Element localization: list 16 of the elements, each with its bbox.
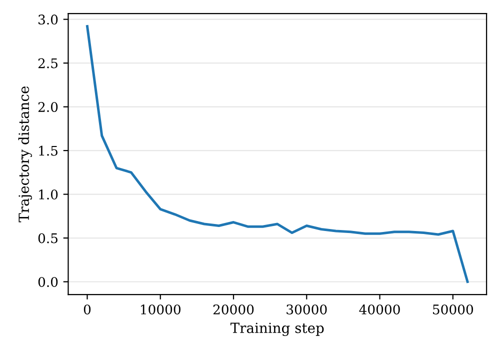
x-tick-label: 40000 — [359, 304, 400, 314]
x-tick-label: 20000 — [213, 304, 254, 314]
x-tick-label: 30000 — [286, 304, 327, 314]
y-tick-label: 0.0 — [38, 276, 58, 287]
line-series — [86, 25, 469, 284]
x-axis-title: Training step — [230, 322, 324, 336]
y-tick-label: 1.5 — [39, 146, 58, 156]
x-tick-label: 50000 — [433, 304, 474, 314]
x-tick-label: 0 — [84, 304, 91, 314]
x-tick-label: 10000 — [140, 304, 180, 314]
y-tick-label: 3.0 — [38, 14, 58, 25]
y-tick-label: 1.0 — [39, 190, 58, 200]
y-tick-label: 0.5 — [38, 233, 58, 244]
y-tick-label: 2.5 — [38, 58, 58, 68]
y-axis-title: Trajectory distance — [18, 86, 32, 222]
y-tick-label: 2.0 — [38, 102, 58, 112]
